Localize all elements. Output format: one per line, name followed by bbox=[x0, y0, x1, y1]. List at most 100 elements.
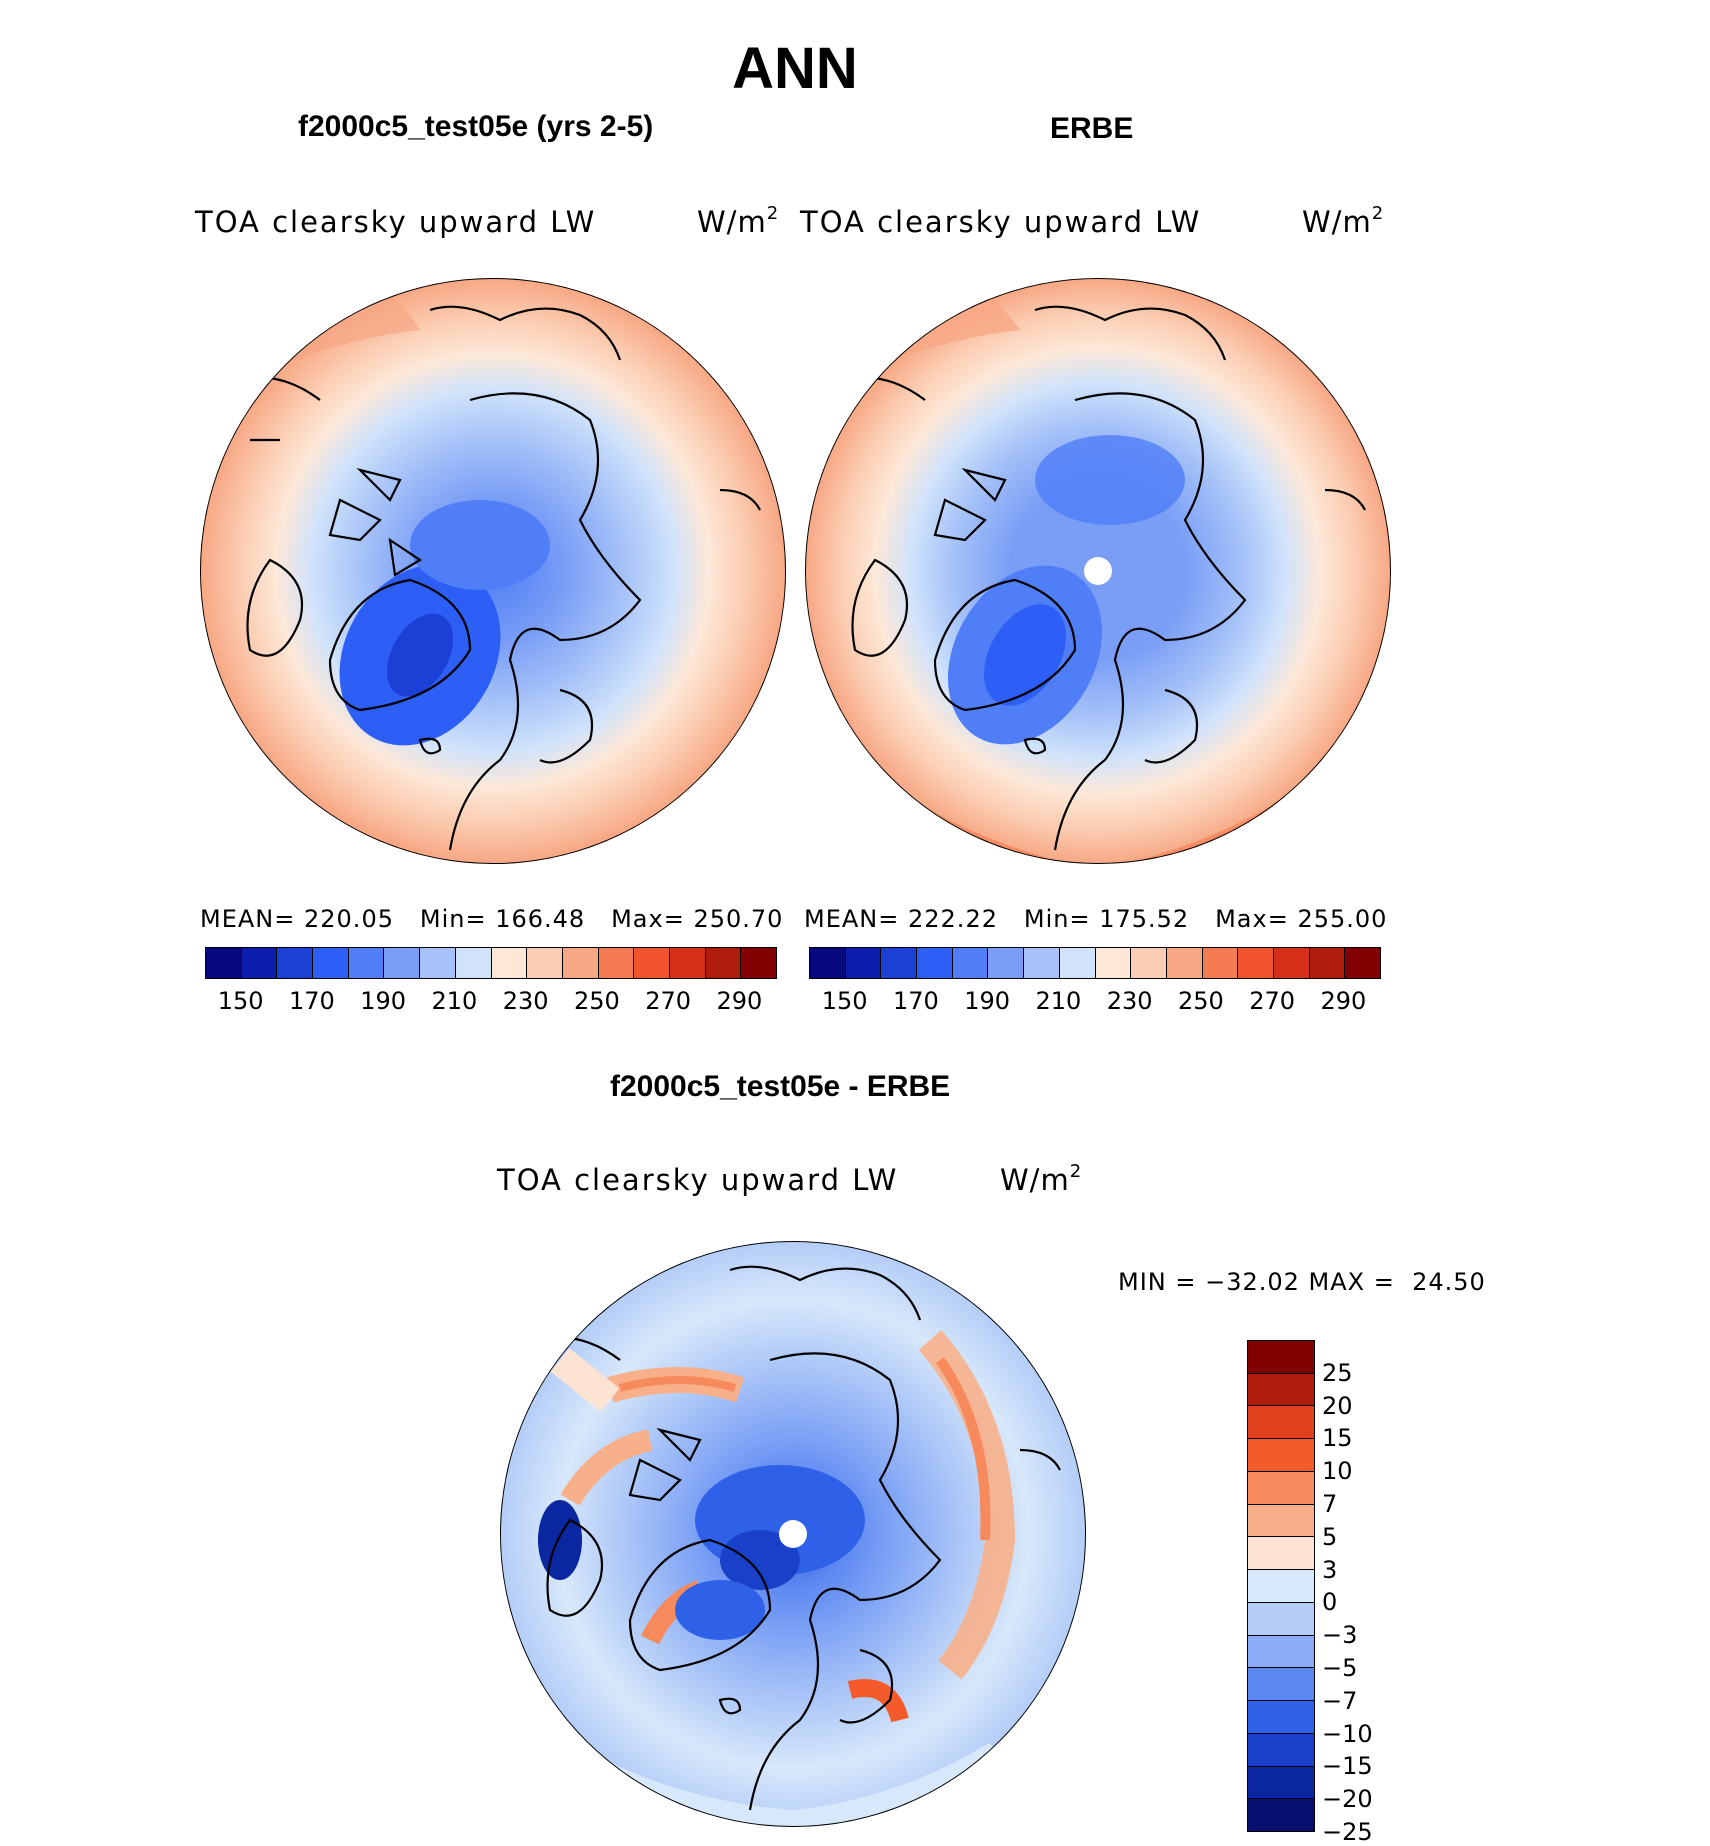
obs-colorbar-tick-label: 210 bbox=[1035, 987, 1082, 1015]
obs-max-value: 255.00 bbox=[1297, 905, 1388, 933]
obs-colorbar-swatch bbox=[1058, 948, 1095, 978]
diff-colorbar-label: 10 bbox=[1322, 1457, 1353, 1486]
obs-colorbar-tick-label: 230 bbox=[1106, 987, 1153, 1015]
model-colorbar-swatch bbox=[454, 948, 491, 978]
model-colorbar-swatch bbox=[240, 948, 277, 978]
model-colorbar-swatch bbox=[206, 948, 241, 978]
model-colorbar-swatch bbox=[276, 948, 313, 978]
diff-colorbar-label: 0 bbox=[1322, 1588, 1338, 1617]
model-panel-title: f2000c5_test05e (yrs 2-5) bbox=[298, 110, 654, 143]
model-colorbar-tick-label: 210 bbox=[431, 987, 478, 1015]
obs-min-value: 175.52 bbox=[1099, 905, 1190, 933]
model-colorbar-swatch bbox=[668, 948, 705, 978]
diff-colorbar-label: 7 bbox=[1322, 1490, 1338, 1518]
obs-colorbar-swatch bbox=[1023, 948, 1059, 978]
diff-units-base: W/m bbox=[1000, 1163, 1070, 1197]
model-colorbar-swatch bbox=[561, 948, 598, 978]
diff-colorbar-label: −10 bbox=[1322, 1719, 1373, 1748]
obs-colorbar-swatch bbox=[810, 948, 845, 978]
diff-colorbar-swatch bbox=[1248, 1765, 1314, 1799]
model-colorbar-swatch bbox=[704, 948, 741, 978]
obs-colorbar-swatch bbox=[1237, 948, 1273, 978]
obs-colorbar-swatch bbox=[880, 948, 917, 978]
diff-colorbar-label: 3 bbox=[1322, 1555, 1338, 1584]
obs-colorbar-swatch bbox=[1201, 948, 1238, 978]
obs-colorbar-swatch bbox=[987, 948, 1024, 978]
obs-colorbar-swatch bbox=[1165, 948, 1202, 978]
model-map bbox=[200, 278, 786, 864]
obs-colorbar-swatch bbox=[844, 948, 881, 978]
diff-colorbar-label: 5 bbox=[1322, 1522, 1338, 1551]
model-colorbar-tick-label: 190 bbox=[360, 987, 407, 1015]
diff-units: W/m2 bbox=[1000, 1161, 1083, 1197]
diff-colorbar-label: −15 bbox=[1322, 1752, 1373, 1781]
diff-colorbar-swatch bbox=[1248, 1341, 1314, 1373]
obs-mean-value: 222.22 bbox=[908, 905, 998, 933]
model-min-value: 166.48 bbox=[495, 905, 586, 933]
obs-colorbar-swatch bbox=[1308, 948, 1345, 978]
model-colorbar-ticks: 150 170 190 210 230 250 270 290 bbox=[205, 987, 775, 1017]
model-colorbar-swatch bbox=[312, 948, 348, 978]
model-units-exp: 2 bbox=[766, 203, 780, 225]
obs-colorbar-swatch bbox=[1130, 948, 1166, 978]
model-colorbar-tick-label: 290 bbox=[716, 987, 763, 1015]
obs-colorbar-tick-label: 170 bbox=[892, 987, 939, 1015]
diff-colorbar-swatch bbox=[1248, 1601, 1314, 1635]
model-variable-label: TOA clearsky upward LW bbox=[195, 205, 597, 239]
obs-colorbar-swatch bbox=[1344, 948, 1380, 978]
obs-panel-title: ERBE bbox=[1050, 112, 1134, 145]
diff-colorbar-swatch bbox=[1248, 1372, 1314, 1406]
obs-colorbar-tick-label: 270 bbox=[1249, 987, 1296, 1015]
diff-colorbar-labels: 25 20 15 10 7 5 3 0 −3 −5 −7 −10 −15 −20 −25 bbox=[1322, 1340, 1402, 1846]
model-min-label: Min= bbox=[419, 905, 487, 933]
obs-colorbar-tick-label: 290 bbox=[1320, 987, 1367, 1015]
obs-mean-label: MEAN= bbox=[804, 905, 900, 933]
obs-colorbar-swatch bbox=[951, 948, 988, 978]
diff-colorbar-label: 25 bbox=[1322, 1358, 1353, 1387]
obs-min-label: Min= bbox=[1023, 905, 1091, 933]
model-colorbar bbox=[205, 947, 777, 979]
diff-colorbar-swatch bbox=[1248, 1798, 1314, 1832]
diff-units-exp: 2 bbox=[1069, 1161, 1083, 1183]
diff-colorbar-swatch bbox=[1248, 1405, 1314, 1439]
model-max-label: Max= bbox=[611, 905, 685, 933]
model-colorbar-tick-label: 270 bbox=[645, 987, 692, 1015]
model-mean-value: 220.05 bbox=[304, 905, 394, 933]
model-colorbar-tick-label: 230 bbox=[502, 987, 549, 1015]
obs-units: W/m2 bbox=[1302, 203, 1384, 239]
diff-colorbar-swatch bbox=[1248, 1438, 1314, 1471]
model-colorbar-swatch bbox=[383, 948, 420, 978]
diff-colorbar-swatch bbox=[1248, 1536, 1314, 1570]
diff-colorbar-label: −5 bbox=[1322, 1654, 1358, 1682]
diff-map bbox=[500, 1241, 1086, 1827]
model-colorbar-swatch bbox=[347, 948, 384, 978]
model-max-value: 250.70 bbox=[693, 905, 784, 933]
model-units: W/m2 bbox=[697, 203, 780, 239]
model-colorbar-swatch bbox=[633, 948, 669, 978]
diff-colorbar-label: −7 bbox=[1322, 1686, 1358, 1715]
model-colorbar-tick-label: 170 bbox=[288, 987, 335, 1015]
obs-units-base: W/m bbox=[1302, 205, 1372, 239]
model-colorbar-tick-label: 250 bbox=[573, 987, 620, 1015]
main-title: ANN bbox=[732, 36, 858, 101]
obs-colorbar-tick-label: 190 bbox=[964, 987, 1011, 1015]
diff-colorbar-swatch bbox=[1248, 1667, 1314, 1701]
diff-colorbar-swatch bbox=[1248, 1470, 1314, 1504]
diff-colorbar-swatch bbox=[1248, 1503, 1314, 1537]
model-stats: MEAN= 220.05 Min= 166.48 Max= 250.70 bbox=[200, 905, 783, 933]
diff-colorbar-label: −25 bbox=[1322, 1818, 1373, 1846]
model-colorbar-swatch bbox=[490, 948, 527, 978]
diff-colorbar-label: −3 bbox=[1322, 1621, 1358, 1650]
model-mean-label: MEAN= bbox=[200, 905, 296, 933]
obs-colorbar-tick-label: 150 bbox=[821, 987, 868, 1015]
obs-colorbar-ticks: 150 170 190 210 230 250 270 290 bbox=[809, 987, 1379, 1017]
obs-colorbar-swatch bbox=[1094, 948, 1131, 978]
obs-colorbar-swatch bbox=[1272, 948, 1309, 978]
diff-colorbar bbox=[1247, 1340, 1315, 1832]
diff-colorbar-swatch bbox=[1248, 1634, 1314, 1668]
diff-panel-title: f2000c5_test05e - ERBE bbox=[610, 1070, 951, 1103]
diff-minmax: MIN = −32.02 MAX = 24.50 bbox=[1118, 1268, 1486, 1296]
obs-colorbar-swatch bbox=[916, 948, 952, 978]
model-colorbar-tick-label: 150 bbox=[217, 987, 264, 1015]
